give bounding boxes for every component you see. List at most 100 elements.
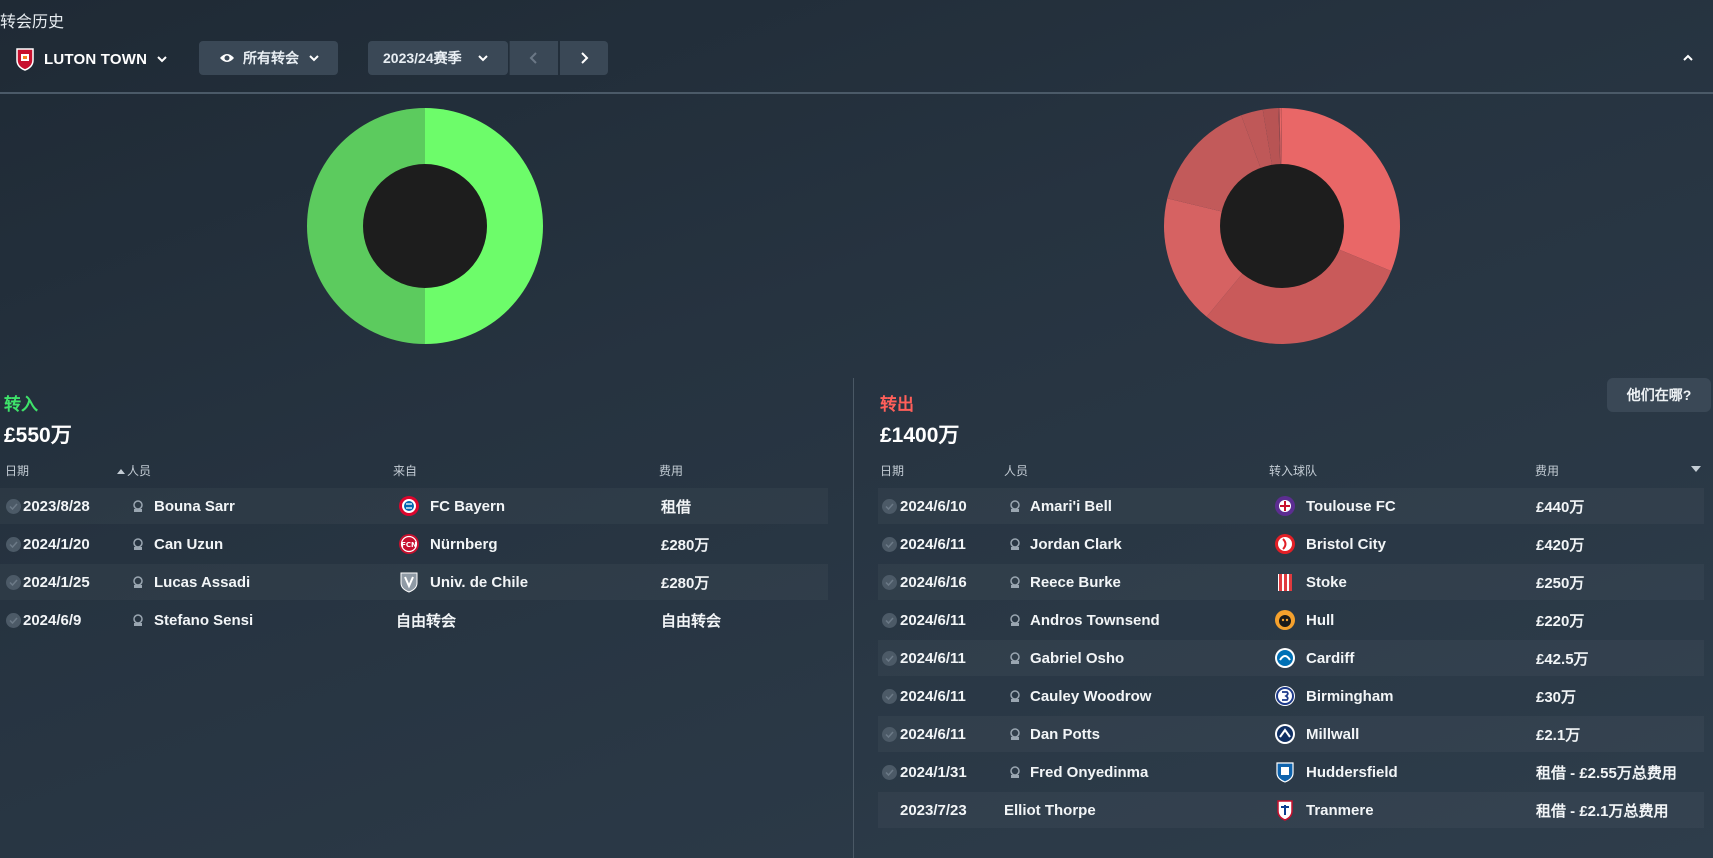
transfer-fee: 租借 bbox=[661, 498, 692, 516]
chevron-up-icon bbox=[1683, 54, 1693, 61]
chevron-down-icon bbox=[157, 56, 167, 63]
table-row[interactable]: 2024/6/11 Andros Townsend Hull £220万 bbox=[878, 602, 1704, 638]
player-name[interactable]: Reece Burke bbox=[1030, 573, 1121, 591]
transfer-fee: £2.1万 bbox=[1536, 726, 1581, 744]
club-name[interactable]: Toulouse FC bbox=[1306, 497, 1396, 515]
transfers-in-header: 转入 £550万 bbox=[4, 390, 72, 449]
transfers-in-donut-chart bbox=[307, 108, 543, 344]
person-icon bbox=[133, 576, 143, 588]
in-col-fee[interactable]: 费用 bbox=[659, 464, 684, 478]
sort-ascending-icon bbox=[117, 469, 125, 475]
person-icon bbox=[1010, 500, 1020, 512]
player-name[interactable]: Gabriel Osho bbox=[1030, 649, 1125, 667]
out-col-date[interactable]: 日期 bbox=[880, 464, 905, 478]
club-name[interactable]: Univ. de Chile bbox=[430, 573, 529, 591]
person-icon bbox=[133, 538, 143, 550]
transfer-date: 2023/7/23 bbox=[900, 801, 967, 819]
club-name[interactable]: Huddersfield bbox=[1306, 763, 1398, 781]
club-name[interactable]: Hull bbox=[1306, 611, 1335, 629]
player-name[interactable]: Bouna Sarr bbox=[154, 497, 235, 515]
table-row[interactable]: 2024/6/10 Amari'i Bell Toulouse FC £440万 bbox=[878, 488, 1704, 524]
out-col-to[interactable]: 转入球队 bbox=[1269, 464, 1318, 478]
player-name[interactable]: Dan Potts bbox=[1030, 725, 1101, 743]
in-donut-hole bbox=[363, 164, 487, 288]
out-col-fee[interactable]: 费用 bbox=[1535, 464, 1560, 478]
where-are-they-button[interactable]: 他们在哪? bbox=[1607, 378, 1711, 412]
transfer-date: 2024/1/25 bbox=[23, 573, 90, 591]
table-row[interactable]: 2024/6/11 Cauley Woodrow Birmingham £30万 bbox=[878, 678, 1704, 714]
table-row[interactable]: 2023/8/28 Bouna Sarr FC Bayern 租借 bbox=[0, 488, 828, 524]
check-icon bbox=[882, 764, 897, 780]
person-icon bbox=[133, 614, 143, 626]
check-icon bbox=[6, 536, 21, 552]
chevron-right-icon bbox=[581, 52, 589, 64]
chevron-down-icon bbox=[477, 55, 488, 62]
transfer-fee: 自由转会 bbox=[661, 612, 722, 630]
check-icon bbox=[882, 688, 897, 704]
hull-crest-icon bbox=[1275, 610, 1295, 630]
club-name[interactable]: Tranmere bbox=[1306, 801, 1374, 819]
nurnberg-crest-icon: FCN bbox=[399, 534, 419, 554]
player-name[interactable]: Andros Townsend bbox=[1030, 611, 1160, 629]
in-col-date[interactable]: 日期 bbox=[5, 464, 30, 478]
check-icon bbox=[882, 498, 897, 514]
transfer-fee: 租借 - £2.1万总费用 bbox=[1536, 802, 1669, 820]
sort-toggle-icon[interactable] bbox=[1691, 466, 1701, 472]
player-name[interactable]: Fred Onyedinma bbox=[1030, 763, 1149, 781]
in-col-person[interactable]: 人员 bbox=[117, 462, 151, 479]
player-name[interactable]: Jordan Clark bbox=[1030, 535, 1122, 553]
club-name[interactable]: Cardiff bbox=[1306, 649, 1355, 667]
table-row[interactable]: 2024/1/31 Fred Onyedinma Huddersfield 租借… bbox=[878, 754, 1704, 790]
page-title: 转会历史 bbox=[0, 14, 65, 31]
transfer-date: 2024/1/31 bbox=[900, 763, 967, 781]
check-icon bbox=[882, 574, 897, 590]
in-col-person-label: 人员 bbox=[127, 464, 152, 478]
person-icon bbox=[1010, 728, 1020, 740]
club-name[interactable]: Birmingham bbox=[1306, 687, 1394, 705]
huddersfield-crest-icon bbox=[1276, 762, 1294, 783]
player-name[interactable]: Amari'i Bell bbox=[1030, 497, 1112, 515]
player-name[interactable]: Elliot Thorpe bbox=[1004, 801, 1096, 819]
player-name[interactable]: Stefano Sensi bbox=[154, 611, 254, 629]
check-icon bbox=[6, 574, 21, 590]
previous-season-button[interactable] bbox=[509, 41, 558, 75]
player-name[interactable]: Lucas Assadi bbox=[154, 573, 251, 591]
bristol-city-crest-icon bbox=[1275, 534, 1295, 554]
table-row[interactable]: 2024/6/11 Dan Potts Millwall £2.1万 bbox=[878, 716, 1704, 752]
person-icon bbox=[1010, 614, 1020, 626]
club-name[interactable]: FC Bayern bbox=[430, 497, 506, 515]
out-slice-elliot-thorpe[interactable] bbox=[1280, 108, 1282, 226]
in-col-from[interactable]: 来自 bbox=[393, 464, 418, 478]
season-dropdown[interactable]: 2023/24赛季 bbox=[368, 41, 508, 75]
transfer-date: 2024/6/11 bbox=[900, 725, 966, 743]
univ-de-chile-crest-icon bbox=[400, 572, 418, 593]
toolbar: LUTON TOWN 所有转会 2023/24赛季 bbox=[0, 41, 1713, 75]
table-row[interactable]: 2024/6/9 Stefano Sensi 自由转会 自由转会 bbox=[0, 602, 828, 638]
check-icon bbox=[882, 726, 897, 742]
transfer-filter-dropdown[interactable]: 所有转会 bbox=[199, 41, 338, 75]
stoke-crest-icon bbox=[1278, 574, 1292, 591]
out-col-person[interactable]: 人员 bbox=[1004, 464, 1029, 478]
transfers-out-total: £1400万 bbox=[880, 424, 960, 447]
transfer-date: 2024/6/11 bbox=[900, 649, 966, 667]
luton-town-crest-icon bbox=[16, 48, 34, 71]
table-row[interactable]: 2024/6/11 Gabriel Osho Cardiff £42.5万 bbox=[878, 640, 1704, 676]
person-icon bbox=[1010, 766, 1020, 778]
table-row[interactable]: 2024/6/11 Jordan Clark Bristol City £420… bbox=[878, 526, 1704, 562]
player-name[interactable]: Cauley Woodrow bbox=[1030, 687, 1152, 705]
table-row[interactable]: 2023/7/23 Elliot Thorpe Tranmere 租借 - £2… bbox=[878, 792, 1704, 828]
club-name[interactable]: Nürnberg bbox=[430, 535, 498, 553]
table-row[interactable]: 2024/1/25 Lucas Assadi Univ. de Chile £2… bbox=[0, 564, 828, 600]
club-name: LUTON TOWN bbox=[44, 50, 148, 68]
club-name[interactable]: Stoke bbox=[1306, 573, 1347, 591]
player-name[interactable]: Can Uzun bbox=[154, 535, 224, 553]
club-selector[interactable]: LUTON TOWN bbox=[14, 45, 169, 73]
next-season-button[interactable] bbox=[560, 41, 608, 75]
club-name[interactable]: Bristol City bbox=[1306, 535, 1387, 553]
transfer-fee: £250万 bbox=[1536, 574, 1585, 592]
club-name[interactable]: Millwall bbox=[1306, 725, 1360, 743]
table-row[interactable]: 2024/6/16 Reece Burke Stoke £250万 bbox=[878, 564, 1704, 600]
collapse-button[interactable] bbox=[1677, 47, 1699, 69]
chevron-left-icon bbox=[529, 52, 537, 64]
table-row[interactable]: 2024/1/20 Can Uzun FCN Nürnberg £280万 bbox=[0, 526, 828, 562]
